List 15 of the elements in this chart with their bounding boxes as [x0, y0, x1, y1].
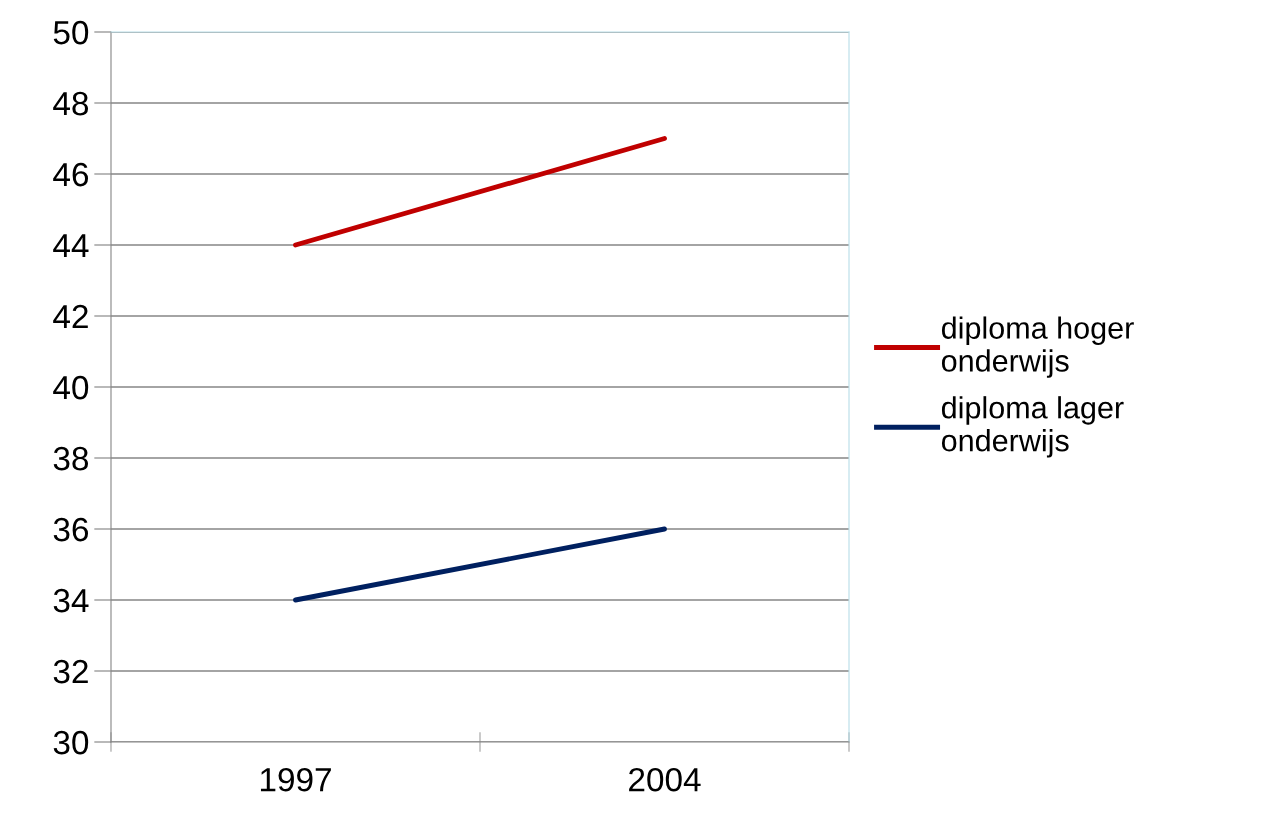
- legend-label: diploma lager onderwijs: [941, 396, 1124, 458]
- y-tick-label: 36: [53, 517, 89, 542]
- y-tick-label: 38: [53, 446, 89, 471]
- legend-label: diploma hoger onderwijs: [941, 316, 1134, 378]
- y-tick-label: 30: [53, 730, 89, 755]
- y-tick-label: 40: [53, 375, 89, 400]
- y-tick-label: 44: [53, 234, 89, 258]
- y-tick-label: 50: [53, 20, 89, 45]
- y-tick-label: 46: [53, 162, 89, 187]
- y-tick-label: 34: [53, 588, 89, 613]
- y-tick-label: 42: [53, 304, 88, 329]
- y-tick-label: 48: [53, 91, 89, 116]
- x-tick-label: 2004: [629, 767, 701, 792]
- y-tick-label: 32: [53, 659, 88, 684]
- x-tick-label: 1997: [260, 767, 331, 792]
